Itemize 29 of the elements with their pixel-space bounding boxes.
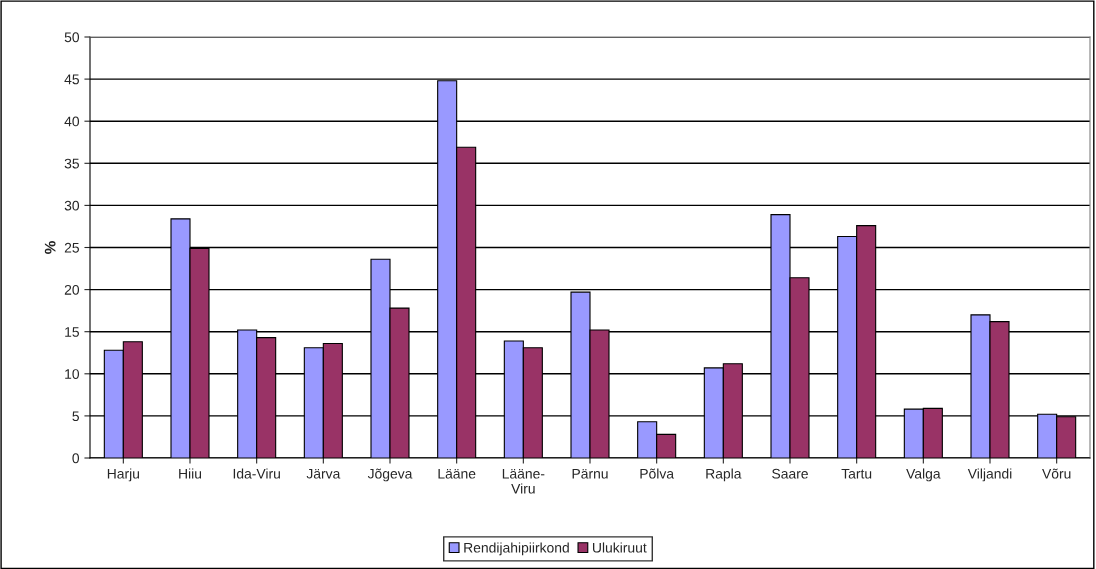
y-tick-label: 5 <box>72 411 79 422</box>
y-axis-title: % <box>44 241 56 254</box>
legend-label: Rendijahipiirkond <box>464 542 569 556</box>
x-tick-label: Valga <box>906 468 941 482</box>
x-tick-label: Hiiu <box>179 468 202 479</box>
x-tick-label: Harju <box>107 468 140 482</box>
y-tick-label: 0 <box>72 453 80 464</box>
x-tick-label: Saare <box>772 468 808 479</box>
y-tick-label: 50 <box>64 32 80 43</box>
x-tick-label: Tartu <box>841 468 872 479</box>
x-tick-label: Lääne <box>438 468 476 479</box>
x-tick-label: Ida-Viru <box>233 468 280 479</box>
legend-label: Ulukiruut <box>593 542 647 553</box>
y-tick-label: 45 <box>64 74 79 85</box>
x-tick-label: Järva <box>306 468 341 479</box>
x-tick-label: Viljandi <box>967 468 1012 482</box>
x-tick-label: Lääne- Viru <box>502 468 545 494</box>
y-tick-label: 20 <box>64 284 80 295</box>
x-tick-label: Rapla <box>706 468 742 482</box>
x-tick-label: Jõgeva <box>367 468 413 482</box>
y-tick-label: 25 <box>64 242 79 253</box>
x-tick-label: Pärnu <box>572 468 608 479</box>
y-tick-label: 10 <box>65 369 80 379</box>
x-tick-label: Põlva <box>640 468 675 479</box>
y-tick-label: 35 <box>64 158 79 169</box>
y-tick-label: 40 <box>64 116 80 127</box>
y-tick-label: 30 <box>64 200 80 211</box>
x-tick-label: Võru <box>1042 468 1071 479</box>
y-tick-label: 15 <box>65 327 79 337</box>
